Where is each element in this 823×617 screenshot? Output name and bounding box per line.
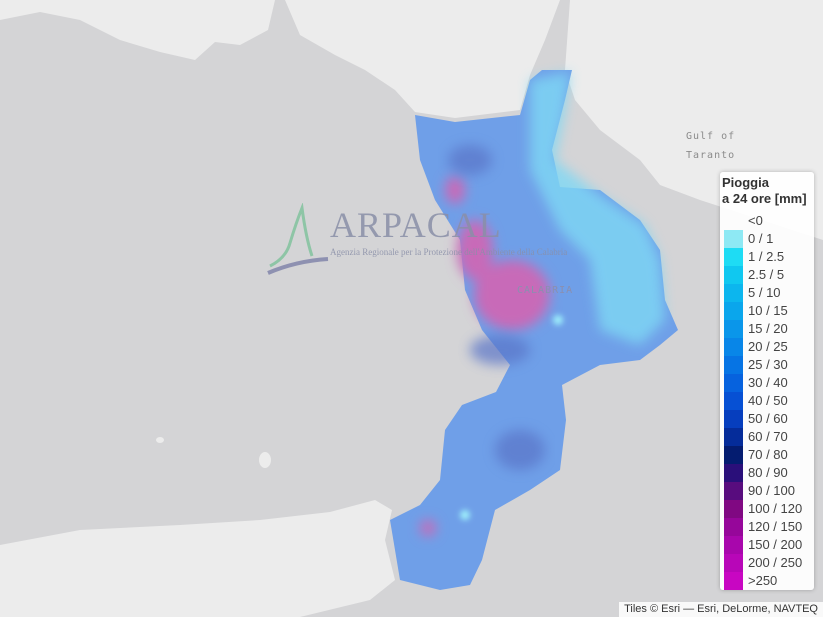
legend-swatch: [724, 518, 743, 536]
legend-title-line2: a 24 ore [mm]: [722, 191, 807, 206]
legend-item: >250: [724, 572, 802, 590]
legend-label: 1 / 2.5: [748, 249, 785, 264]
legend-item: 40 / 50: [724, 392, 802, 410]
legend-label: 150 / 200: [748, 537, 803, 552]
gulf-label-line1: Gulf of: [686, 131, 736, 142]
rain-max-area: [474, 260, 550, 330]
logo-name: ARPACAL: [330, 205, 502, 245]
legend-item: 20 / 25: [724, 338, 802, 356]
rain-light-spots: [460, 315, 563, 520]
legend-item: 200 / 250: [724, 554, 802, 572]
legend-label: >250: [748, 573, 778, 588]
legend-item: 10 / 15: [724, 302, 802, 320]
legend-label: 25 / 30: [748, 357, 788, 372]
attribution: Tiles © Esri — Esri, DeLorme, NAVTEQ: [619, 602, 823, 617]
gulf-label-line2: Taranto: [686, 150, 736, 161]
legend-label: 40 / 50: [748, 393, 788, 408]
legend-item: 5 / 10: [724, 284, 802, 302]
legend-swatch: [724, 536, 743, 554]
legend-item: 60 / 70: [724, 428, 802, 446]
legend-item: 2.5 / 5: [724, 266, 802, 284]
legend-swatch: [724, 356, 743, 374]
legend-swatch: [724, 392, 743, 410]
legend-label: <0: [748, 213, 763, 228]
rain-high-areas: [420, 176, 550, 536]
legend-swatch: [724, 302, 743, 320]
legend-swatch: [724, 248, 743, 266]
legend-item: 120 / 150: [724, 518, 802, 536]
legend-label: 100 / 120: [748, 501, 803, 516]
legend-item: 50 / 60: [724, 410, 802, 428]
legend-item: 100 / 120: [724, 500, 802, 518]
region-label: CALABRIA: [517, 285, 574, 296]
legend-swatch: [724, 284, 743, 302]
legend-item: 30 / 40: [724, 374, 802, 392]
legend-item: 0 / 1: [724, 230, 802, 248]
legend-label: 20 / 25: [748, 339, 788, 354]
legend-label: 90 / 100: [748, 483, 795, 498]
land-sicily: [0, 500, 395, 617]
legend-item: <0: [724, 212, 802, 230]
rain-low-area: [530, 72, 665, 345]
legend-swatch: [724, 374, 743, 392]
legend-item: 1 / 2.5: [724, 248, 802, 266]
island: [259, 452, 271, 468]
rain-mid-areas: [448, 145, 545, 470]
legend-title-line1: Pioggia: [722, 175, 769, 190]
legend: Pioggia a 24 ore [mm] <0 0 / 1 1 / 2.5 2.5 …: [720, 172, 814, 590]
legend-label: 5 / 10: [748, 285, 781, 300]
legend-swatch: [724, 464, 743, 482]
legend-swatch: [724, 428, 743, 446]
legend-swatch: [724, 266, 743, 284]
logo-subtitle: Agenzia Regionale per la Protezione dell…: [330, 247, 568, 257]
legend-item: 150 / 200: [724, 536, 802, 554]
legend-item: 25 / 30: [724, 356, 802, 374]
legend-swatch: [724, 500, 743, 518]
legend-swatch: [724, 482, 743, 500]
legend-swatch: [724, 320, 743, 338]
legend-label: 60 / 70: [748, 429, 788, 444]
legend-swatch: [724, 338, 743, 356]
legend-label: 10 / 15: [748, 303, 788, 318]
logo-mark-icon: [267, 202, 329, 275]
legend-item: 90 / 100: [724, 482, 802, 500]
legend-label: 50 / 60: [748, 411, 788, 426]
legend-swatch: [724, 410, 743, 428]
legend-swatch: [724, 212, 743, 230]
legend-rows: <0 0 / 1 1 / 2.5 2.5 / 5 5 / 10 10 / 15 15 / 2…: [724, 212, 802, 590]
rainfall-layer: [390, 70, 678, 590]
legend-label: 70 / 80: [748, 447, 788, 462]
legend-swatch: [724, 446, 743, 464]
legend-item: 80 / 90: [724, 464, 802, 482]
legend-swatch: [724, 572, 743, 590]
legend-item: 70 / 80: [724, 446, 802, 464]
legend-swatch: [724, 230, 743, 248]
land-basilicata: [285, 0, 560, 118]
land-campania: [0, 0, 275, 60]
island: [156, 437, 164, 443]
arpacal-logo: ARPACAL Agenzia Regionale per la Protezi…: [266, 202, 567, 283]
legend-label: 2.5 / 5: [748, 267, 785, 282]
legend-label: 15 / 20: [748, 321, 788, 336]
legend-label: 0 / 1: [748, 231, 774, 246]
legend-label: 200 / 250: [748, 555, 803, 570]
legend-label: 80 / 90: [748, 465, 788, 480]
legend-swatch: [724, 554, 743, 572]
legend-label: 120 / 150: [748, 519, 803, 534]
legend-item: 15 / 20: [724, 320, 802, 338]
legend-label: 30 / 40: [748, 375, 788, 390]
